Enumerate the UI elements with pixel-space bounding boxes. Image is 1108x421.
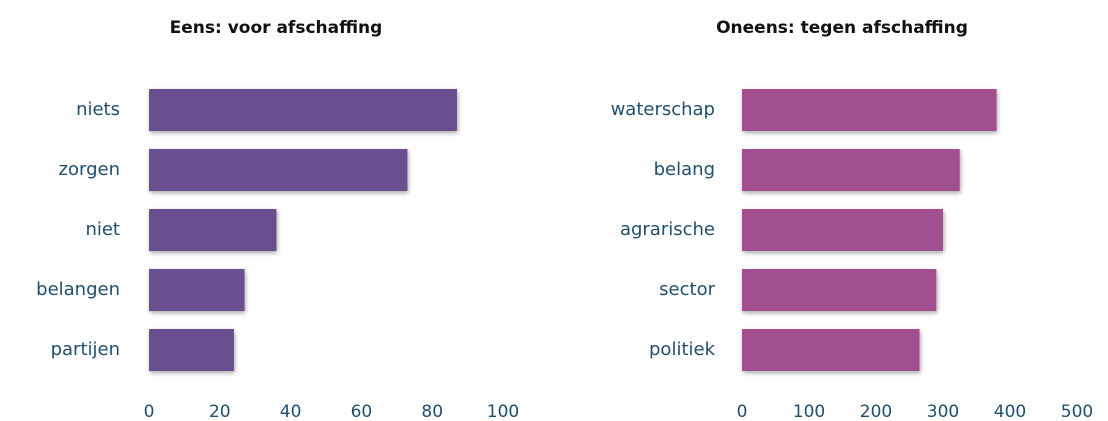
bar <box>742 209 943 251</box>
bar <box>149 209 277 251</box>
x-tick-label: 200 <box>860 402 892 421</box>
chart-title: Eens: voor afschaffing <box>170 18 383 38</box>
bar <box>149 269 245 311</box>
bar <box>149 89 457 131</box>
bar <box>742 329 920 371</box>
bar <box>742 89 997 131</box>
y-tick-label: sector <box>659 279 715 300</box>
x-tick-label: 0 <box>144 402 155 421</box>
y-tick-label: niet <box>85 219 120 240</box>
bar <box>149 329 234 371</box>
x-tick-label: 500 <box>1061 402 1093 421</box>
y-tick-label: agrarische <box>620 219 715 240</box>
y-tick-label: niets <box>76 99 120 120</box>
x-tick-label: 80 <box>421 402 443 421</box>
x-tick-label: 100 <box>487 402 519 421</box>
bar <box>742 149 960 191</box>
x-tick-label: 20 <box>209 402 231 421</box>
x-tick-label: 40 <box>280 402 302 421</box>
y-tick-label: waterschap <box>611 99 715 120</box>
y-tick-label: belangen <box>36 279 120 300</box>
x-tick-label: 300 <box>927 402 959 421</box>
chart-title: Oneens: tegen afschaffing <box>716 18 968 38</box>
y-tick-label: partijen <box>51 339 120 360</box>
x-tick-label: 100 <box>793 402 825 421</box>
x-tick-label: 0 <box>737 402 748 421</box>
x-tick-label: 60 <box>351 402 373 421</box>
bar <box>149 149 408 191</box>
y-tick-label: politiek <box>649 339 716 360</box>
y-tick-label: belang <box>654 159 715 180</box>
bar <box>742 269 937 311</box>
y-tick-label: zorgen <box>59 159 120 180</box>
x-tick-label: 400 <box>994 402 1026 421</box>
